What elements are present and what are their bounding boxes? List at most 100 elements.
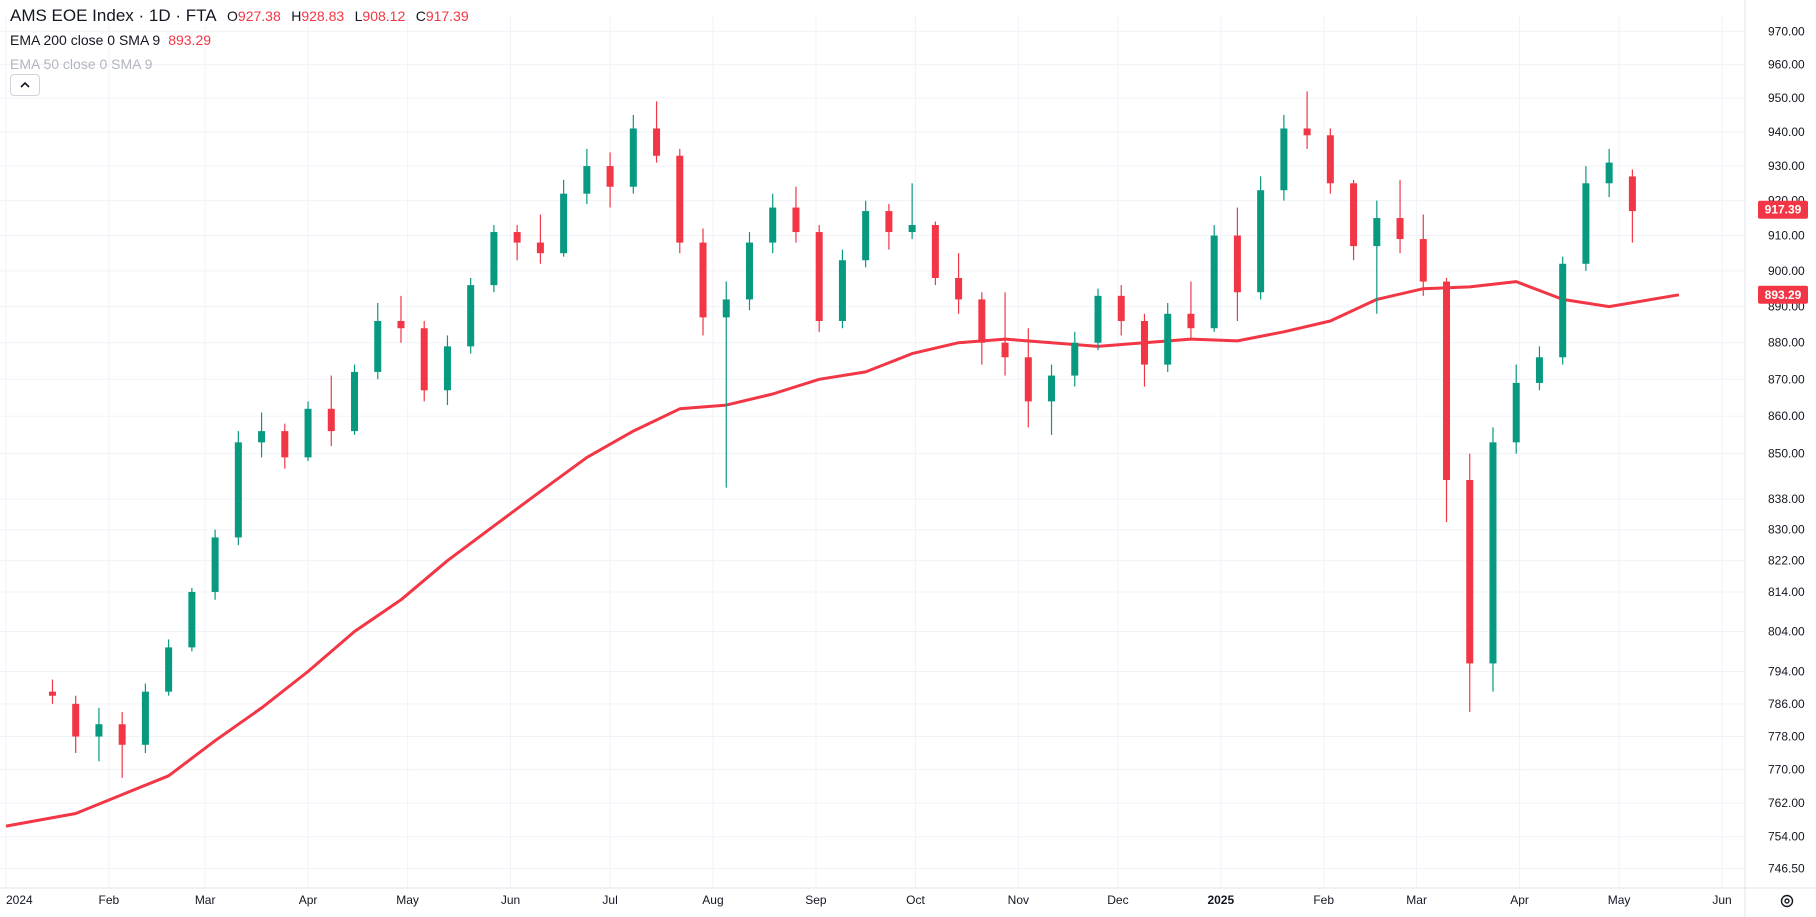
- x-tick-label: Aug: [702, 893, 723, 907]
- candle-down: [1628, 176, 1636, 212]
- candle-up: [141, 691, 149, 745]
- y-tick-label: 770.00: [1768, 763, 1805, 777]
- candle-down: [327, 408, 335, 432]
- high-value: 928.83: [301, 8, 345, 24]
- candle-down: [1466, 480, 1474, 664]
- price-label-box: [1758, 200, 1808, 219]
- candle-down: [1140, 320, 1148, 365]
- candle-up: [769, 207, 777, 243]
- candle-up: [583, 166, 591, 194]
- candle-down: [1396, 218, 1404, 240]
- x-tick-label: Feb: [1313, 893, 1334, 907]
- candle-up: [443, 346, 451, 391]
- candle-up: [95, 724, 103, 737]
- candle-down: [1443, 281, 1451, 481]
- candle-up: [1071, 342, 1079, 376]
- candle-up: [1210, 235, 1218, 329]
- candle-up: [258, 431, 266, 443]
- x-tick-label: Mar: [195, 893, 216, 907]
- candle-up: [374, 320, 382, 372]
- y-tick-label: 804.00: [1768, 624, 1805, 638]
- x-tick-label: Oct: [906, 893, 925, 907]
- candle-down: [72, 703, 80, 737]
- x-tick-label: Nov: [1008, 893, 1029, 907]
- candle-up: [745, 242, 753, 300]
- candle-down: [1233, 235, 1241, 293]
- candle-down: [885, 211, 893, 233]
- ema-200-line: [5, 280, 1680, 828]
- candle-down: [118, 724, 126, 745]
- candle-down: [792, 207, 800, 233]
- candle-down: [1024, 357, 1032, 402]
- y-tick-label: 910.00: [1768, 229, 1805, 243]
- candle-down: [397, 320, 405, 329]
- candle-up: [1257, 190, 1265, 293]
- y-tick-label: 930.00: [1768, 159, 1805, 173]
- x-tick-label: 2024: [6, 893, 33, 907]
- y-tick-label: 778.00: [1768, 730, 1805, 744]
- y-tick-label: 900.00: [1768, 264, 1805, 278]
- low-value: 908.12: [362, 8, 406, 24]
- chart-legend: AMS EOE Index · 1D · FTA O927.38 H928.83…: [10, 4, 469, 76]
- candle-up: [1605, 162, 1613, 184]
- candle-up: [560, 193, 568, 254]
- symbol-title[interactable]: AMS EOE Index · 1D · FTA: [10, 6, 217, 25]
- x-tick-label: May: [396, 893, 419, 907]
- candle-up: [467, 285, 475, 347]
- candle-down: [1187, 313, 1195, 329]
- settings-button[interactable]: [1776, 890, 1798, 912]
- indicator-row-ema50[interactable]: EMA 50 close 0 SMA 9: [10, 52, 469, 76]
- candle-down: [1326, 135, 1334, 184]
- candle-down: [536, 242, 544, 254]
- candle-up: [1094, 295, 1102, 343]
- candle-up: [211, 537, 219, 592]
- candle-up: [1489, 442, 1497, 664]
- candle-down: [1419, 239, 1427, 282]
- x-tick-label: Mar: [1406, 893, 1427, 907]
- indicator-row-ema200[interactable]: EMA 200 close 0 SMA 9 893.29: [10, 28, 469, 52]
- candle-down: [513, 232, 521, 243]
- close-label: C: [415, 8, 426, 24]
- high-label: H: [291, 8, 302, 24]
- candle-down: [931, 225, 939, 278]
- y-tick-label: 970.00: [1768, 24, 1805, 38]
- candle-up: [1164, 313, 1172, 365]
- candle-down: [1303, 128, 1311, 136]
- y-tick-label: 870.00: [1768, 372, 1805, 386]
- y-tick-label: 880.00: [1768, 336, 1805, 350]
- x-tick-label: Sep: [805, 893, 827, 907]
- collapse-legend-button[interactable]: [10, 74, 40, 96]
- price-label-text: 893.29: [1765, 288, 1802, 302]
- price-label-box: [1758, 285, 1808, 304]
- candle-up: [1559, 263, 1567, 358]
- y-tick-label: 830.00: [1768, 523, 1805, 537]
- y-tick-label: 814.00: [1768, 585, 1805, 599]
- price-label-text: 917.39: [1765, 203, 1802, 217]
- y-tick-label: 754.00: [1768, 830, 1805, 844]
- candle-down: [815, 232, 823, 321]
- candle-down: [1001, 342, 1009, 358]
- candle-down: [955, 277, 963, 300]
- candle-up: [1512, 382, 1520, 443]
- open-label: O: [227, 8, 238, 24]
- y-tick-label: 850.00: [1768, 447, 1805, 461]
- y-tick-label: 762.00: [1768, 796, 1805, 810]
- candle-down: [420, 328, 428, 391]
- candle-up: [490, 232, 498, 286]
- x-tick-label: May: [1608, 893, 1631, 907]
- candle-down: [653, 128, 661, 156]
- x-tick-label: 2025: [1207, 893, 1234, 907]
- open-value: 927.38: [237, 8, 281, 24]
- x-tick-label: Dec: [1107, 893, 1128, 907]
- candle-down: [978, 299, 986, 343]
- candle-up: [908, 225, 916, 233]
- x-tick-label: Jun: [501, 893, 520, 907]
- gear-icon: [1780, 894, 1794, 908]
- candle-up: [1280, 128, 1288, 191]
- low-label: L: [354, 8, 363, 24]
- y-tick-label: 950.00: [1768, 91, 1805, 105]
- candle-down: [281, 431, 289, 458]
- y-tick-label: 786.00: [1768, 697, 1805, 711]
- candle-down: [1350, 183, 1358, 247]
